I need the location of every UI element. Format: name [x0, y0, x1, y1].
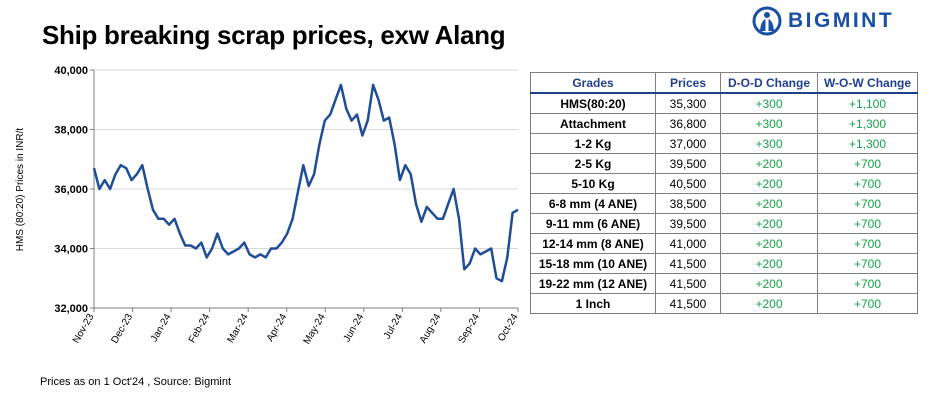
price-cell: 39,500 [655, 153, 721, 174]
grade-cell: Attachment [530, 113, 656, 134]
grade-cell: 5-10 Kg [530, 173, 656, 194]
dod-change-cell: +200 [720, 153, 818, 174]
dod-change-cell: +200 [720, 273, 818, 294]
x-tick-label: Nov-23 [71, 312, 97, 346]
page-title: Ship breaking scrap prices, exw Alang [42, 20, 506, 50]
table-row: 6-8 mm (4 ANE) 38,500 +200 +700 [530, 193, 918, 214]
price-cell: 41,500 [655, 293, 721, 314]
grade-cell: 15-18 mm (10 ANE) [530, 253, 656, 274]
y-tick-label: 36,000 [54, 184, 88, 196]
header-prices: Prices [655, 72, 721, 94]
table-row: 1 Inch 41,500 +200 +700 [530, 293, 918, 314]
grade-cell: 2-5 Kg [530, 153, 656, 174]
x-tick-label: May-24 [302, 312, 328, 347]
price-cell: 41,500 [655, 273, 721, 294]
wow-change-cell: +700 [817, 253, 918, 274]
wow-change-cell: +700 [817, 173, 918, 194]
header-dod-change: D-O-D Change [720, 72, 818, 94]
x-tick-label: Apr-24 [265, 312, 290, 344]
price-cell: 36,800 [655, 113, 721, 134]
wow-change-cell: +1,300 [817, 113, 918, 134]
table-row: 15-18 mm (10 ANE) 41,500 +200 +700 [530, 253, 918, 274]
grade-cell: 19-22 mm (12 ANE) [530, 273, 656, 294]
x-tick-label: Jan-24 [149, 312, 174, 344]
x-tick-label: Jun-24 [342, 312, 367, 344]
y-tick-label: 38,000 [54, 125, 88, 137]
dod-change-cell: +200 [720, 293, 818, 314]
grade-cell: 12-14 mm (8 ANE) [530, 233, 656, 254]
grade-cell: 9-11 mm (6 ANE) [530, 213, 656, 234]
header-grades: Grades [530, 72, 656, 94]
table-row: 12-14 mm (8 ANE) 41,000 +200 +700 [530, 233, 918, 254]
dod-change-cell: +200 [720, 213, 818, 234]
wow-change-cell: +700 [817, 193, 918, 214]
bigmint-logo-text: BIGMINT [788, 9, 895, 32]
dod-change-cell: +200 [720, 173, 818, 194]
price-cell: 41,500 [655, 253, 721, 274]
x-tick-label: Sep-24 [456, 312, 482, 346]
table-row: 9-11 mm (6 ANE) 39,500 +200 +700 [530, 213, 918, 234]
y-tick-label: 34,000 [54, 244, 88, 256]
x-tick-label: Jul-24 [382, 312, 405, 341]
wow-change-cell: +700 [817, 233, 918, 254]
x-tick-label: Feb-24 [187, 312, 213, 345]
wow-change-cell: +700 [817, 153, 918, 174]
price-cell: 37,000 [655, 133, 721, 154]
dod-change-cell: +200 [720, 233, 818, 254]
grade-cell: HMS(80:20) [530, 92, 656, 114]
price-cell: 35,300 [655, 92, 721, 114]
table-row: 2-5 Kg 39,500 +200 +700 [530, 153, 918, 174]
bigmint-logo-icon [752, 6, 782, 36]
wow-change-cell: +1,300 [817, 133, 918, 154]
price-cell: 38,500 [655, 193, 721, 214]
wow-change-cell: +700 [817, 273, 918, 294]
y-tick-label: 40,000 [54, 65, 88, 77]
dod-change-cell: +300 [720, 92, 818, 114]
price-line-chart: 32,000 34,000 36,000 38,000 40,000 Nov-23 Dec-… [54, 65, 521, 347]
wow-change-cell: +1,100 [817, 92, 918, 114]
x-tick-label: Aug-24 [418, 312, 444, 346]
bigmint-logo: BIGMINT [752, 6, 894, 36]
price-cell: 41,000 [655, 233, 721, 254]
y-tick-label: 32,000 [54, 303, 88, 315]
x-tick-label: Oct-24 [496, 312, 521, 344]
wow-change-cell: +700 [817, 213, 918, 234]
grades-table: Grades Prices D-O-D Change W-O-W Change … [530, 72, 918, 314]
wow-change-cell: +700 [817, 293, 918, 314]
dod-change-cell: +200 [720, 253, 818, 274]
x-tick-label: Mar-24 [225, 312, 251, 345]
table-row: 1-2 Kg 37,000 +300 +1,300 [530, 133, 918, 154]
price-cell: 39,500 [655, 213, 721, 234]
grade-cell: 6-8 mm (4 ANE) [530, 193, 656, 214]
x-tick-label: Dec-23 [109, 312, 135, 346]
dod-change-cell: +300 [720, 133, 818, 154]
table-row: 5-10 Kg 40,500 +200 +700 [530, 173, 918, 194]
dod-change-cell: +300 [720, 113, 818, 134]
table-row: HMS(80:20) 35,300 +300 +1,100 [530, 92, 918, 114]
table-row: 19-22 mm (12 ANE) 41,500 +200 +700 [530, 273, 918, 294]
price-series-line [92, 83, 519, 283]
price-cell: 40,500 [655, 173, 721, 194]
grade-cell: 1 Inch [530, 293, 656, 314]
header-wow-change: W-O-W Change [817, 72, 918, 94]
dod-change-cell: +200 [720, 193, 818, 214]
source-footnote: Prices as on 1 Oct'24 , Source: Bigmint [40, 376, 232, 388]
table-row: Attachment 36,800 +300 +1,300 [530, 113, 918, 134]
grade-cell: 1-2 Kg [530, 133, 656, 154]
table-header-row: Grades Prices D-O-D Change W-O-W Change [530, 72, 918, 94]
